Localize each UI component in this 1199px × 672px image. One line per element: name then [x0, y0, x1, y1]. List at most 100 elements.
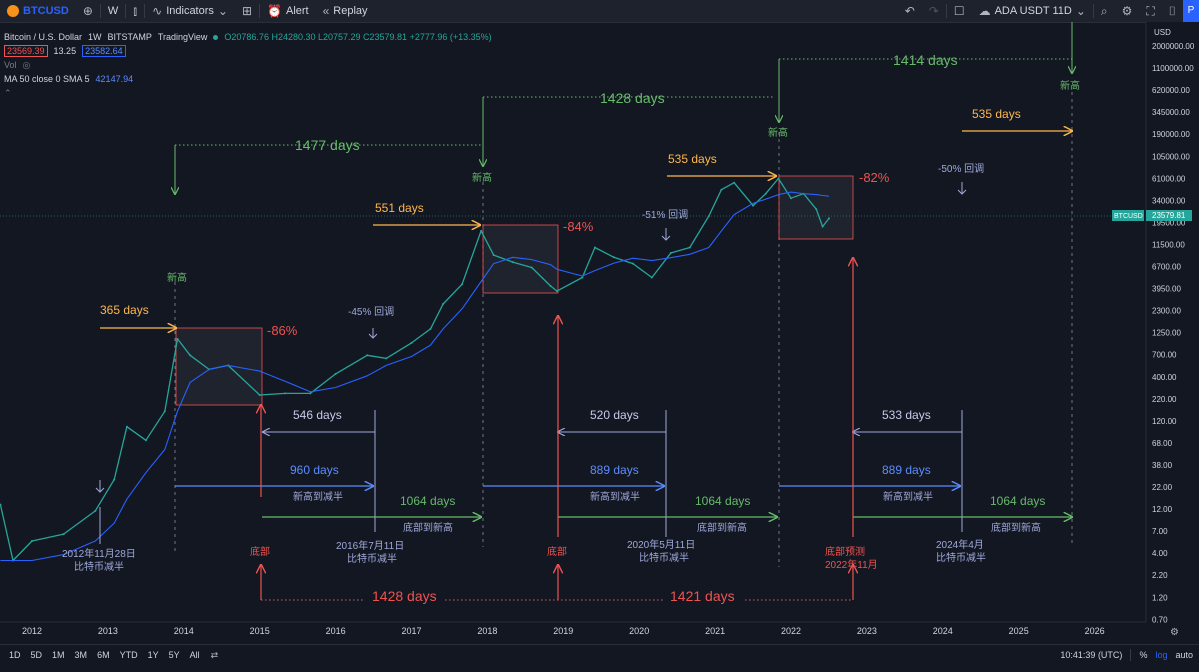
label-bottom-2015: 底部 [250, 545, 270, 558]
fullscreen-icon: ⛶ [1146, 3, 1155, 18]
clock-time[interactable]: 10:41:39 (UTC) [1060, 650, 1123, 660]
add-symbol-button[interactable]: ⊕ [76, 0, 100, 22]
price-tick-label: 1.20 [1152, 593, 1168, 602]
price-point [733, 181, 736, 184]
label-1064-days-b: 1064 days [695, 494, 750, 508]
drawdown-box-2022[interactable] [778, 175, 854, 240]
drawdown-box-2014[interactable] [175, 327, 263, 406]
date-range-icon[interactable]: ⇄ [210, 649, 219, 660]
search-button[interactable]: ⌕ [1094, 0, 1115, 22]
divider [125, 4, 127, 18]
range-button-5y[interactable]: 5Y [168, 650, 180, 660]
price-point [334, 372, 337, 375]
volume-label[interactable]: Vol [4, 60, 17, 70]
screenshot-button[interactable]: ⌷ [1162, 0, 1183, 22]
settings-button[interactable]: ⚙ [1115, 0, 1140, 22]
price-point [650, 276, 653, 279]
search-icon: ⌕ [1100, 3, 1108, 18]
range-button-ytd[interactable]: YTD [119, 650, 138, 660]
range-button-1y[interactable]: 1Y [147, 650, 159, 660]
price-tick-label: 105000.00 [1152, 152, 1190, 161]
label-high-to-halving-3: 新高到减半 [883, 490, 933, 503]
alert-button[interactable]: ⏰ Alert [260, 0, 316, 22]
fullscreen-button[interactable]: ⛶ [1139, 0, 1161, 22]
price-tick-label: 190000.00 [1152, 130, 1190, 139]
price-point [530, 266, 533, 269]
grid-icon: ⊞ [241, 4, 253, 18]
price-point [144, 439, 147, 442]
current-price-symbol-tag [1112, 210, 1144, 221]
publish-button[interactable]: P [1183, 0, 1199, 22]
label-1428-bg [365, 588, 445, 604]
sma-series-line[interactable] [0, 191, 830, 562]
auto-toggle[interactable]: auto [1175, 650, 1193, 660]
range-button-all[interactable]: All [189, 650, 200, 660]
label-bottom-to-high-3: 底部到新高 [991, 521, 1041, 534]
price-point [480, 229, 483, 232]
eye-off-icon[interactable]: ◎ [22, 59, 31, 70]
market-open-icon [213, 34, 219, 40]
label-halving-2016-date: 2016年7月11日 [336, 539, 404, 552]
price-tick-label: 61000.00 [1152, 174, 1186, 183]
price-tick-label: 620000.00 [1152, 86, 1190, 95]
spread-value: 13.25 [53, 46, 77, 56]
price-chart[interactable]: USD 2000000.00 1100000.00 620000.00 345000.… [0, 22, 1199, 644]
indicators-button[interactable]: ∿ Indicators ⌄ [145, 0, 235, 22]
price-point [309, 392, 312, 395]
price-axis-ticks: 2000000.00 1100000.00 620000.00 345000.00 19… [1152, 42, 1195, 624]
redo-button[interactable]: ↷ [922, 0, 946, 22]
percent-toggle[interactable]: % [1139, 650, 1148, 660]
axis-settings-icon[interactable]: ⚙ [1170, 627, 1179, 638]
undo-button[interactable]: ↶ [898, 0, 922, 22]
ma-label[interactable]: MA 50 close 0 SMA 5 [4, 74, 90, 84]
buy-price[interactable]: 23582.64 [82, 45, 126, 57]
legend-title[interactable]: Bitcoin / U.S. Dollar [4, 32, 83, 42]
arrow-retrace-50 [957, 182, 967, 195]
replay-button[interactable]: « Replay [316, 0, 375, 22]
price-tick-label: 68.00 [1152, 439, 1173, 448]
symbol-search[interactable]: BTCUSD [0, 0, 76, 22]
time-tick-label: 2014 [174, 626, 194, 636]
label-1428-days-top: 1428 days [600, 90, 665, 106]
range-button-5d[interactable]: 5D [30, 650, 43, 660]
legend-interval: 1W [88, 32, 102, 42]
time-axis-ticks: 2012 2013 2014 2015 2016 2017 2018 2019 2020 2021… [22, 626, 1105, 636]
candles-icon: ⫾ [133, 3, 138, 18]
label-365-days: 365 days [100, 303, 149, 317]
time-tick-label: 2022 [781, 626, 801, 636]
compare-symbol-button[interactable]: ☁ ADA USDT 11D ⌄ [972, 0, 1093, 22]
price-point [821, 225, 824, 228]
log-toggle[interactable]: log [1155, 650, 1168, 660]
range-button-1m[interactable]: 1M [52, 650, 65, 660]
label-960-days: 960 days [290, 463, 339, 477]
collapse-legend-icon[interactable]: ⌃ [4, 87, 12, 98]
price-tick-label: 6700.00 [1152, 263, 1181, 272]
time-tick-label: 2024 [933, 626, 953, 636]
range-button-6m[interactable]: 6M [97, 650, 110, 660]
time-tick-label: 2013 [98, 626, 118, 636]
chart-type-button[interactable]: ⫾ [126, 0, 144, 22]
range-button-3m[interactable]: 3M [74, 650, 88, 660]
price-point [94, 509, 97, 512]
time-tick-label: 2016 [326, 626, 346, 636]
indicators-label: Indicators [166, 5, 214, 17]
undo-icon: ↶ [904, 4, 915, 18]
layout-select-button[interactable]: ☐ [947, 0, 972, 22]
layouts-button[interactable]: ⊞ [235, 0, 259, 22]
sell-price[interactable]: 23569.39 [4, 45, 48, 57]
price-point [815, 208, 818, 211]
label-889-days-b: 889 days [882, 463, 931, 477]
square-icon: ☐ [953, 4, 965, 18]
price-tick-label: 2300.00 [1152, 307, 1181, 316]
legend-collapse-row: ⌃ [4, 86, 492, 100]
price-tick-label: 220.00 [1152, 395, 1177, 404]
legend-vol-row: Vol ◎ [4, 58, 492, 72]
chevron-down-icon: ⌄ [217, 4, 228, 18]
label-bottom-2018: 底部 [547, 545, 567, 558]
price-tick-label: 2000000.00 [1152, 42, 1195, 51]
interval-button[interactable]: W [101, 0, 125, 22]
range-button-1d[interactable]: 1D [9, 650, 21, 660]
price-point [720, 188, 723, 191]
indicators-icon: ∿ [152, 4, 163, 18]
price-point [31, 540, 33, 542]
